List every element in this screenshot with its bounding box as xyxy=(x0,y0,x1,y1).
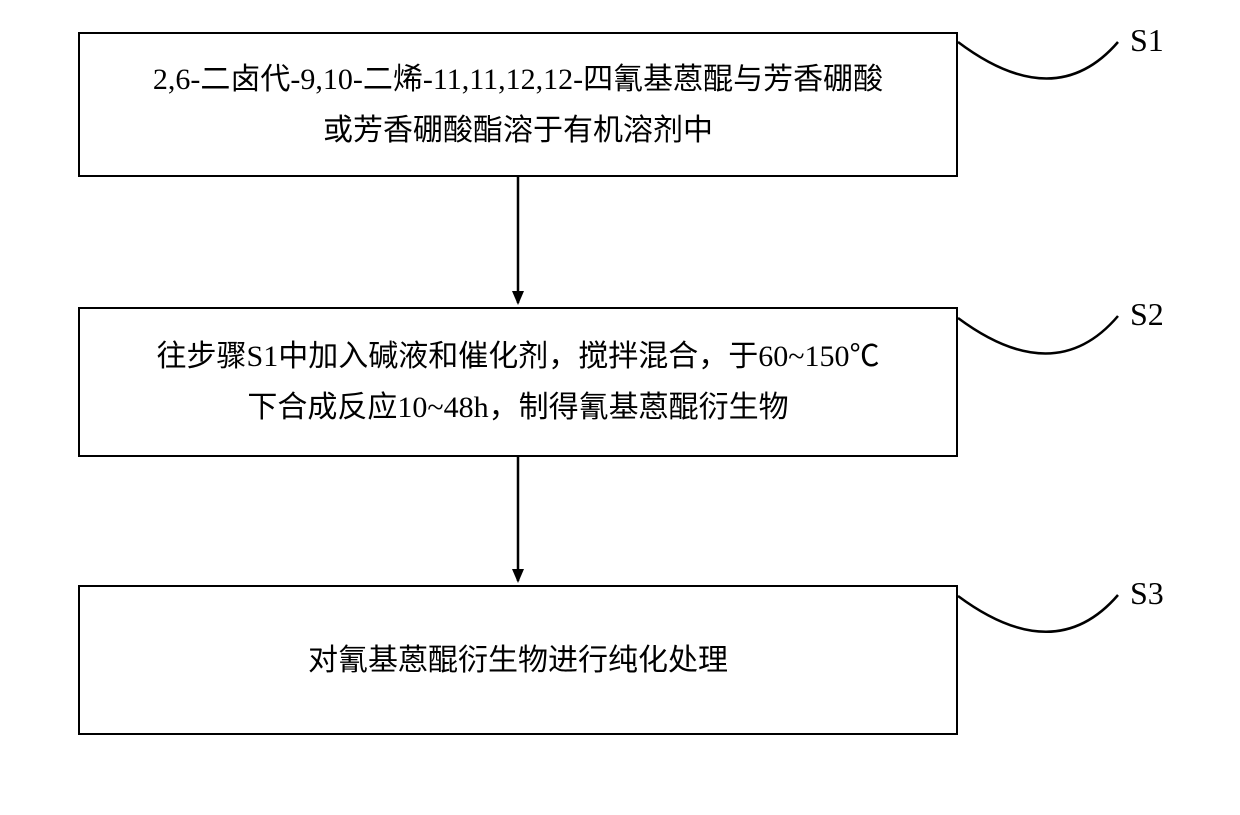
step-text-s3: 对氰基蒽醌衍生物进行纯化处理 xyxy=(308,635,728,686)
step-label-s1: S1 xyxy=(1130,22,1164,59)
step-s3-line1: 对氰基蒽醌衍生物进行纯化处理 xyxy=(308,644,728,677)
step-s2-line2: 下合成反应10~48h，制得氰基蒽醌衍生物 xyxy=(247,391,788,424)
callout-s3 xyxy=(958,595,1118,632)
step-box-s2: 往步骤S1中加入碱液和催化剂，搅拌混合，于60~150℃ 下合成反应10~48h… xyxy=(78,307,958,457)
step-s2-line1: 往步骤S1中加入碱液和催化剂，搅拌混合，于60~150℃ xyxy=(157,340,880,373)
callout-s1 xyxy=(958,42,1118,79)
step-box-s1: 2,6-二卤代-9,10-二烯-11,11,12,12-四氰基蒽醌与芳香硼酸 或… xyxy=(78,32,958,177)
step-s1-line2: 或芳香硼酸酯溶于有机溶剂中 xyxy=(323,114,713,147)
callout-s2 xyxy=(958,316,1118,354)
flowchart-canvas: 2,6-二卤代-9,10-二烯-11,11,12,12-四氰基蒽醌与芳香硼酸 或… xyxy=(0,0,1240,815)
step-label-s3: S3 xyxy=(1130,575,1164,612)
step-label-s2: S2 xyxy=(1130,296,1164,333)
step-text-s2: 往步骤S1中加入碱液和催化剂，搅拌混合，于60~150℃ 下合成反应10~48h… xyxy=(157,331,880,433)
step-text-s1: 2,6-二卤代-9,10-二烯-11,11,12,12-四氰基蒽醌与芳香硼酸 或… xyxy=(153,54,883,156)
step-box-s3: 对氰基蒽醌衍生物进行纯化处理 xyxy=(78,585,958,735)
step-s1-line1: 2,6-二卤代-9,10-二烯-11,11,12,12-四氰基蒽醌与芳香硼酸 xyxy=(153,63,883,96)
